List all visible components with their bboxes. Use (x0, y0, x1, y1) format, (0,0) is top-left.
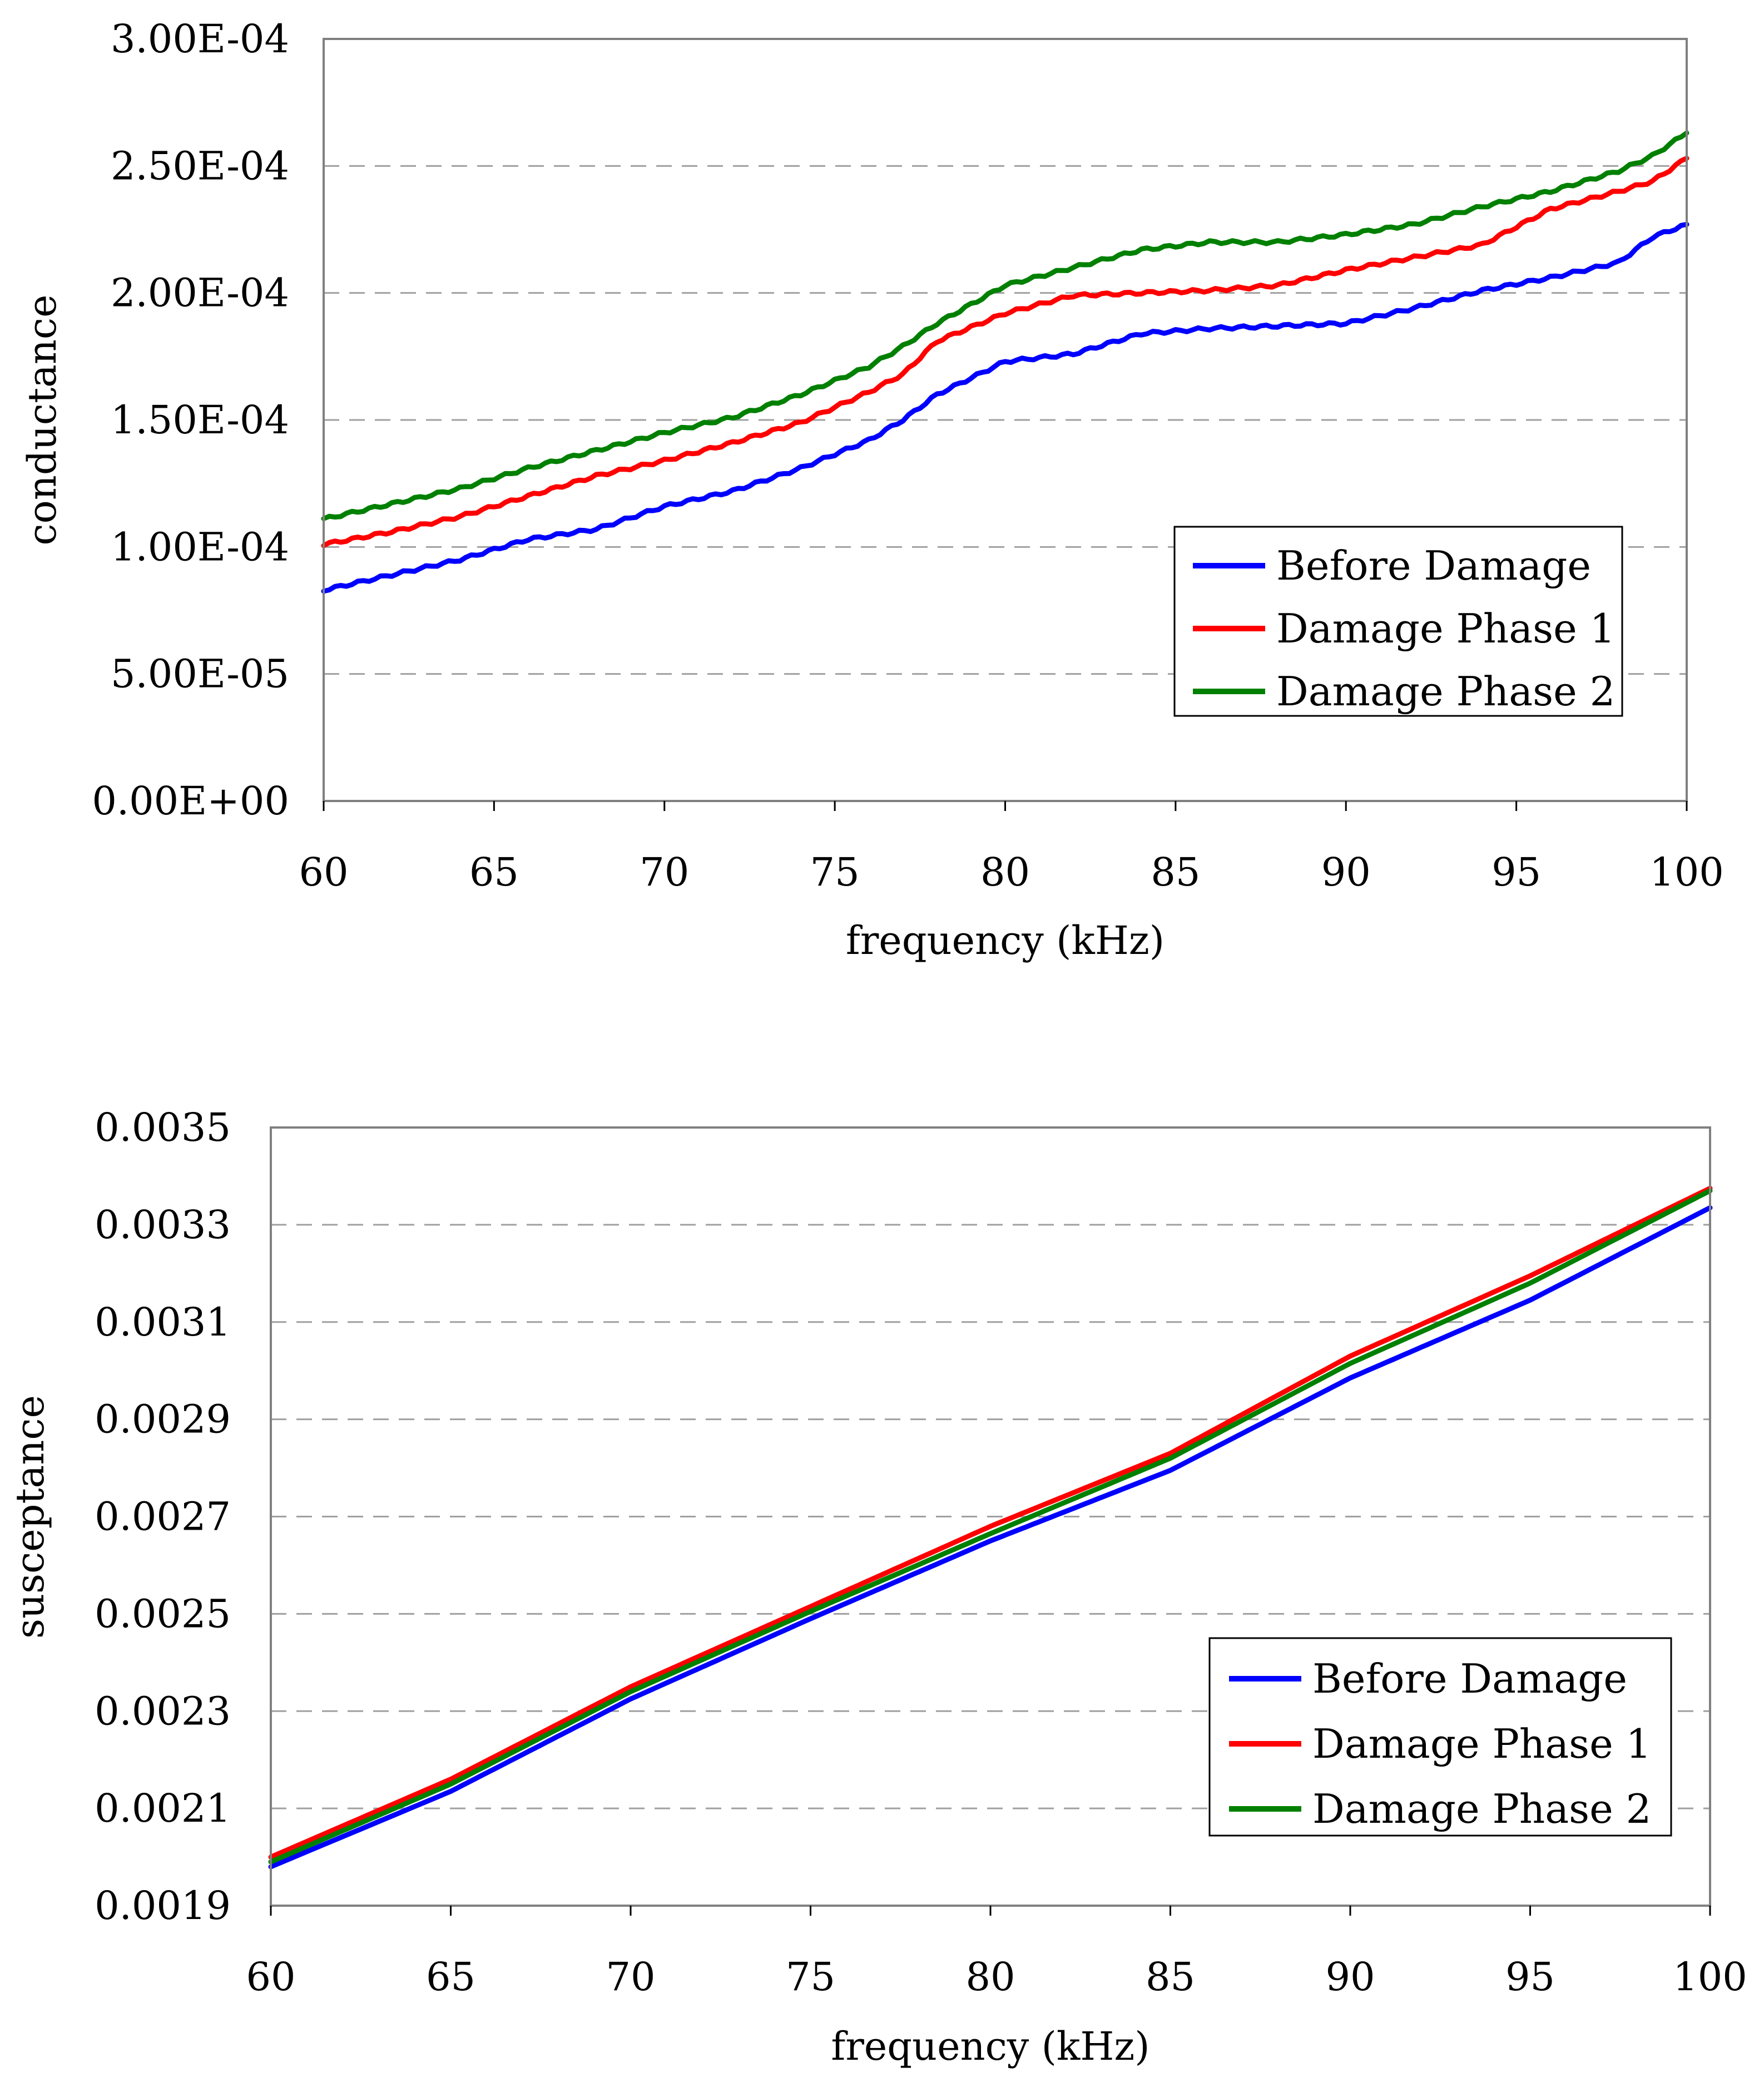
conductance-legend-label-phase2: Damage Phase 2 (1276, 668, 1615, 715)
conductance-y-axis-title: conductance (19, 294, 65, 545)
conductance-y-tick-label: 2.00E-04 (111, 270, 289, 316)
conductance-x-tick-labels: 60 65 70 75 80 85 90 95 100 (299, 801, 1724, 895)
conductance-x-tick-label: 85 (1151, 849, 1200, 895)
susceptance-x-axis-title: frequency (kHz) (831, 2024, 1149, 2069)
susceptance-x-tick-label: 85 (1146, 1954, 1195, 2000)
susceptance-x-tick-label: 100 (1673, 1954, 1747, 2000)
susceptance-x-tick-label: 70 (606, 1954, 655, 2000)
susceptance-legend-label-phase2: Damage Phase 2 (1312, 1786, 1651, 1832)
susceptance-y-tick-label: 0.0019 (95, 1883, 231, 1928)
conductance-legend-label-before: Before Damage (1276, 542, 1591, 589)
conductance-y-tick-label: 0.00E+00 (92, 778, 289, 824)
susceptance-y-tick-label: 0.0033 (95, 1202, 231, 1248)
conductance-legend-box (1173, 526, 1623, 717)
conductance-chart: 60 65 70 75 80 85 90 95 100 0.00E+00 5.00E-05 1.00… (19, 16, 1724, 963)
susceptance-x-tick-label: 65 (426, 1954, 475, 2000)
susceptance-x-tick-label: 80 (965, 1954, 1015, 2000)
susceptance-x-tick-label: 60 (246, 1954, 295, 2000)
conductance-x-tick-label: 65 (469, 849, 519, 895)
susceptance-y-axis-title: susceptance (7, 1395, 53, 1639)
susceptance-y-tick-label: 0.0021 (95, 1786, 231, 1831)
conductance-x-tick-label: 100 (1649, 849, 1724, 895)
conductance-legend: Before Damage Damage Phase 1 Damage Phas… (1173, 526, 1623, 717)
susceptance-chart: 60 65 70 75 80 85 90 95 100 0.00190.00210.00230.… (7, 1105, 1747, 2069)
conductance-series-line-3 (321, 130, 1689, 521)
susceptance-y-tick-label: 0.0025 (95, 1591, 231, 1636)
susceptance-series-line-1 (268, 1205, 1713, 1870)
susceptance-series-line-3 (268, 1188, 1713, 1865)
conductance-x-tick-label: 80 (980, 849, 1030, 895)
conductance-x-tick-label: 95 (1492, 849, 1541, 895)
susceptance-x-tick-label: 95 (1505, 1954, 1555, 2000)
conductance-x-axis-title: frequency (kHz) (846, 918, 1165, 963)
conductance-x-tick-label: 90 (1321, 849, 1371, 895)
conductance-y-tick-labels: 0.00E+00 5.00E-05 1.00E-04 1.50E-04 2.00E-04… (92, 16, 289, 824)
susceptance-legend-box (1208, 1637, 1672, 1837)
susceptance-legend-label-phase1: Damage Phase 1 (1312, 1720, 1651, 1767)
susceptance-series-line-2 (268, 1185, 1713, 1860)
susceptance-x-tick-label: 75 (786, 1954, 835, 2000)
conductance-series-line-1 (321, 221, 1689, 594)
conductance-y-tick-label: 5.00E-05 (111, 651, 289, 697)
conductance-y-tick-label: 2.50E-04 (111, 143, 289, 189)
susceptance-x-tick-label: 90 (1325, 1954, 1375, 2000)
susceptance-y-tick-label: 0.0029 (95, 1397, 231, 1442)
conductance-x-tick-label: 60 (299, 849, 348, 895)
susceptance-y-tick-label: 0.0023 (95, 1688, 231, 1734)
susceptance-legend-label-before: Before Damage (1312, 1655, 1627, 1702)
conductance-series-line-2 (321, 156, 1689, 548)
susceptance-y-tick-label: 0.0027 (95, 1494, 231, 1540)
conductance-y-tick-label: 1.00E-04 (111, 524, 289, 570)
conductance-x-tick-label: 75 (810, 849, 860, 895)
susceptance-y-tick-labels: 0.0019 0.0021 0.0023 0.0025 0.0027 0.0029 0.00… (95, 1105, 231, 1928)
conductance-x-tick-label: 70 (640, 849, 689, 895)
conductance-y-tick-label: 1.50E-04 (111, 397, 289, 443)
conductance-y-tick-label: 3.00E-04 (111, 16, 289, 62)
susceptance-y-tick-label: 0.0035 (95, 1105, 231, 1150)
conductance-series-group (321, 130, 1689, 594)
susceptance-x-tick-labels: 60 65 70 75 80 85 90 95 100 (246, 1906, 1747, 2000)
conductance-legend-label-phase1: Damage Phase 1 (1276, 605, 1615, 652)
susceptance-gridlines (271, 1224, 1710, 1809)
susceptance-series-group (268, 1185, 1713, 1870)
susceptance-legend: Before Damage Damage Phase 1 Damage Phas… (1208, 1637, 1672, 1837)
susceptance-y-tick-label: 0.0031 (95, 1299, 231, 1345)
